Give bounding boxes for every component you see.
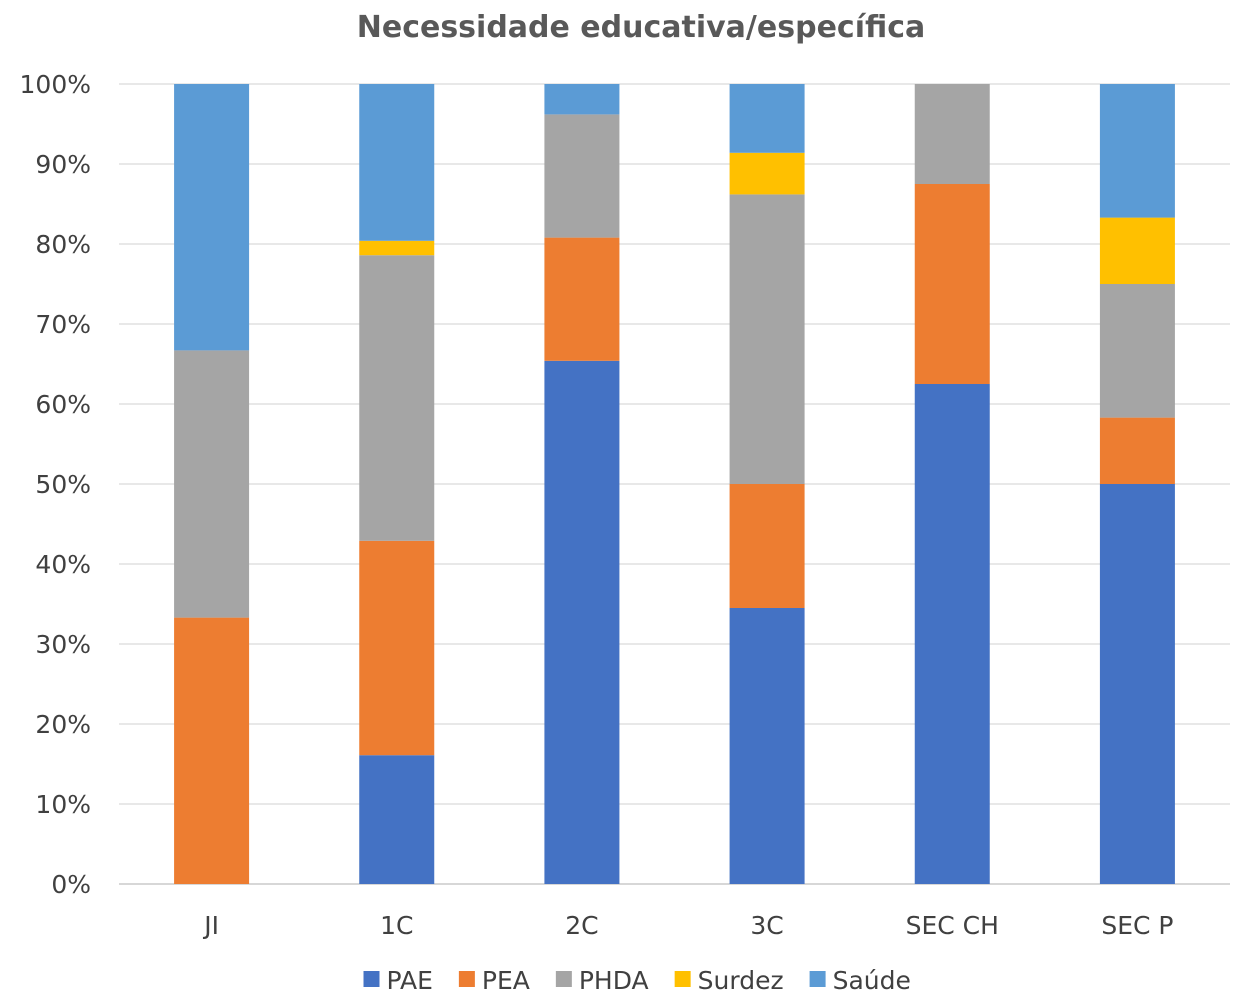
bar-segment-pae: [729, 608, 805, 884]
legend-swatch: [363, 971, 380, 987]
x-tick-label: JI: [202, 911, 219, 940]
y-tick-label: 70%: [35, 310, 91, 339]
legend-label: Surdez: [698, 966, 784, 995]
legend-swatch: [809, 971, 826, 987]
bar-segment-pae: [1099, 484, 1175, 884]
bar-segment-pae: [914, 384, 990, 884]
legend-label: Saúde: [833, 966, 911, 995]
bar-segment-sa-de: [729, 84, 805, 153]
y-axis-ticks: 0% 10% 20% 30% 40% 50% 60% 70% 80% 90% 100%: [20, 70, 91, 899]
y-tick-label: 20%: [35, 710, 91, 739]
x-tick-label: 2C: [565, 911, 598, 940]
gridlines: [119, 83, 1230, 885]
bar-segment-pea: [359, 540, 435, 756]
y-tick-label: 100%: [20, 70, 91, 99]
chart-title: Necessidade educativa/específica: [357, 10, 926, 45]
bar-segment-phda: [544, 114, 620, 238]
y-tick-label: 90%: [35, 150, 91, 179]
y-tick-label: 10%: [35, 790, 91, 819]
bar-segment-sa-de: [174, 84, 250, 351]
legend-swatch: [458, 971, 475, 987]
bar-segment-pea: [174, 617, 250, 884]
bar-segment-phda: [914, 84, 990, 184]
legend-swatch: [674, 971, 691, 987]
bar-segment-surdez: [359, 240, 435, 256]
bar-segment-sa-de: [544, 84, 620, 115]
bars: [174, 84, 1175, 884]
bar-segment-phda: [359, 255, 435, 541]
bar-segment-phda: [174, 350, 250, 618]
x-tick-label: 1C: [380, 911, 413, 940]
bar-segment-pae: [544, 360, 620, 884]
bar-segment-pea: [914, 184, 990, 384]
legend-label: PAE: [387, 966, 433, 995]
bar-segment-surdez: [1099, 217, 1175, 284]
bar-segment-pae: [359, 755, 435, 884]
y-tick-label: 50%: [35, 470, 91, 499]
bar-segment-pea: [544, 237, 620, 361]
y-tick-label: 80%: [35, 230, 91, 259]
x-axis-ticks: JI 1C 2C 3C SEC CH SEC P: [202, 911, 1173, 940]
x-tick-label: SEC P: [1101, 911, 1173, 940]
y-tick-label: 30%: [35, 630, 91, 659]
legend-label: PHDA: [579, 966, 649, 995]
bar-segment-pea: [729, 484, 805, 608]
bar-segment-sa-de: [359, 84, 435, 241]
bar-segment-phda: [1099, 284, 1175, 418]
y-tick-label: 0%: [51, 870, 91, 899]
bar-segment-phda: [729, 194, 805, 484]
x-tick-label: 3C: [750, 911, 783, 940]
y-tick-label: 40%: [35, 550, 91, 579]
legend-swatch: [555, 971, 572, 987]
legend: PAE PEA PHDA Surdez Saúde: [363, 966, 911, 995]
bar-segment-pea: [1099, 417, 1175, 484]
bar-segment-surdez: [729, 152, 805, 195]
legend-label: PEA: [482, 966, 530, 995]
y-tick-label: 60%: [35, 390, 91, 419]
bar-segment-sa-de: [1099, 84, 1175, 218]
x-tick-label: SEC CH: [906, 911, 999, 940]
